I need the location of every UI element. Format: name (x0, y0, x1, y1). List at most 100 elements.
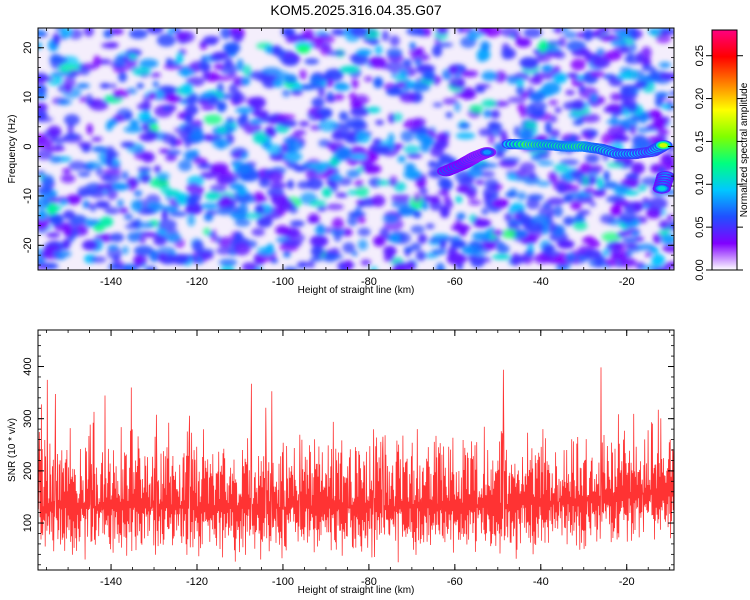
heatmap-cell (615, 29, 629, 38)
heatmap-cell (141, 124, 151, 131)
heatmap-cell (572, 216, 586, 224)
heatmap-cell (338, 126, 351, 138)
heatmap-cell (130, 220, 141, 227)
heatmap-cell (364, 76, 373, 82)
heatmap-cell (38, 29, 47, 37)
heatmap-cell (156, 33, 176, 47)
heatmap-cell (637, 127, 650, 133)
heatmap-cell (654, 95, 663, 108)
heatmap-cell (651, 253, 665, 267)
heatmap-cell (64, 133, 79, 140)
heatmap-cell (154, 165, 161, 173)
heatmap-y-axis-label: Frequency (Hz) (7, 115, 18, 184)
heatmap-cell (388, 234, 401, 243)
heatmap-cell (569, 170, 585, 177)
heatmap-cell (388, 175, 399, 187)
heatmap-cell (429, 145, 444, 158)
heatmap-cell (544, 121, 552, 135)
heatmap-cell (215, 126, 228, 133)
heatmap-cell (483, 241, 497, 251)
heatmap-cell (276, 70, 289, 81)
heatmap-cell (514, 229, 528, 239)
x-tick-label: -120 (186, 576, 208, 588)
heatmap-cell (309, 200, 327, 207)
heatmap-cell (455, 132, 476, 140)
heatmap-cell (482, 28, 502, 38)
colorbar-tick-label: 0.15 (694, 131, 706, 152)
heatmap-cell (204, 191, 221, 201)
colorbar-label: Normalized spectral amplitude (739, 82, 750, 217)
heatmap-cell (553, 163, 569, 173)
heatmap-cell (603, 170, 610, 182)
heatmap-cell (104, 206, 120, 215)
colorbar-tick-label: 0.10 (694, 174, 706, 195)
heatmap-cell (123, 126, 143, 133)
heatmap-cell (63, 225, 73, 237)
heatmap-cell (79, 67, 91, 76)
heatmap-cell (122, 245, 129, 255)
heatmap-cell (129, 28, 148, 39)
heatmap-cell (669, 90, 674, 96)
heatmap-cell (192, 240, 204, 254)
heatmap-cell (355, 186, 369, 198)
heatmap-cell (348, 92, 357, 101)
heatmap-cell (403, 169, 422, 180)
heatmap-cell (301, 28, 315, 41)
heatmap-cell (47, 125, 62, 137)
heatmap-cell (289, 220, 305, 228)
heatmap-cell (50, 213, 64, 226)
heatmap-cell (137, 166, 152, 173)
heatmap-cell (385, 87, 403, 96)
heatmap-cell (218, 236, 234, 248)
heatmap-cell (457, 79, 465, 89)
heatmap-cell (592, 56, 611, 69)
heatmap-cell (167, 28, 176, 35)
heatmap-cell (414, 47, 425, 54)
heatmap-cell (597, 28, 611, 35)
heatmap-cell (226, 117, 235, 124)
heatmap-cell (110, 232, 124, 243)
heatmap-cell (119, 207, 129, 214)
heatmap-cell (90, 204, 97, 212)
heatmap-cell (483, 187, 499, 198)
heatmap-cell (297, 261, 310, 268)
heatmap-cell (606, 162, 624, 168)
heatmap-cell (95, 165, 104, 177)
heatmap-cell (121, 264, 139, 270)
heatmap-cell (403, 246, 413, 254)
heatmap-cell (566, 72, 579, 79)
heatmap-cell (270, 192, 277, 203)
heatmap-cell (133, 190, 143, 197)
heatmap-cell (520, 109, 527, 119)
heatmap-cell (315, 34, 335, 44)
heatmap-cell (619, 257, 637, 268)
heatmap-cell (477, 56, 487, 62)
heatmap-cell (515, 78, 525, 87)
heatmap-cell (205, 209, 218, 216)
heatmap-cell (46, 146, 66, 152)
colorbar-gradient (711, 29, 738, 271)
heatmap-cell (445, 111, 453, 119)
heatmap-cell (637, 243, 656, 251)
heatmap-cell (589, 164, 603, 173)
heatmap-cell (329, 157, 339, 167)
heatmap-cell (344, 122, 361, 129)
heatmap-cell (610, 38, 628, 47)
heatmap-cell (99, 82, 111, 89)
heatmap-cell (493, 151, 505, 158)
heatmap-cell (333, 83, 351, 92)
heatmap-cell (94, 200, 111, 209)
heatmap-cell (68, 160, 87, 171)
heatmap-cell (261, 67, 282, 76)
heatmap-cell (659, 72, 674, 81)
heatmap-cell (436, 28, 449, 35)
heatmap-cell (415, 250, 426, 262)
heatmap-cell (525, 198, 540, 210)
heatmap-cell (351, 103, 365, 108)
heatmap-cell (467, 29, 479, 41)
heatmap-cell (85, 93, 93, 106)
heatmap-cell (333, 229, 342, 242)
heatmap-cell (523, 28, 543, 38)
heatmap-cell (563, 101, 582, 111)
heatmap-cell (196, 163, 215, 170)
